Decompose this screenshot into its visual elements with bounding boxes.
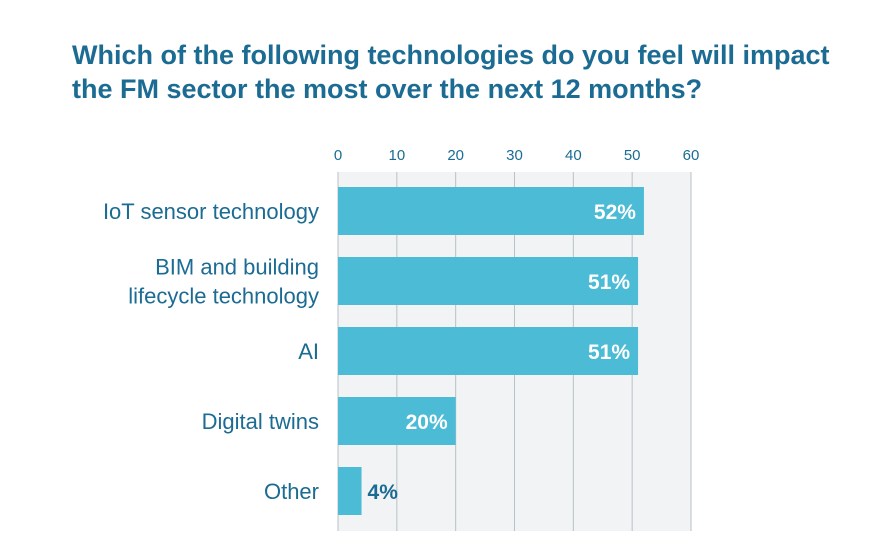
x-tick-label: 50 xyxy=(624,147,641,164)
bar xyxy=(338,467,362,515)
x-tick-label: 0 xyxy=(334,147,342,164)
category-label: BIM and building xyxy=(155,255,319,280)
chart-title: Which of the following technologies do y… xyxy=(72,40,830,104)
category-label: Digital twins xyxy=(202,409,319,434)
data-label: 20% xyxy=(406,411,448,434)
bar xyxy=(338,187,644,235)
x-tick-label: 20 xyxy=(447,147,464,164)
category-label: Other xyxy=(264,479,319,504)
bar xyxy=(338,397,456,445)
category-label: IoT sensor technology xyxy=(103,199,319,224)
data-label: 52% xyxy=(594,201,636,224)
data-label: 51% xyxy=(588,341,630,364)
x-tick-label: 30 xyxy=(506,147,523,164)
data-label: 51% xyxy=(588,271,630,294)
x-tick-label: 10 xyxy=(388,147,405,164)
category-label: AI xyxy=(298,339,319,364)
bar xyxy=(338,327,639,375)
x-tick-label: 40 xyxy=(565,147,582,164)
x-tick-label: 60 xyxy=(683,147,700,164)
category-label: lifecycle technology xyxy=(128,284,319,309)
bar xyxy=(338,257,639,305)
data-label: 4% xyxy=(368,481,399,504)
